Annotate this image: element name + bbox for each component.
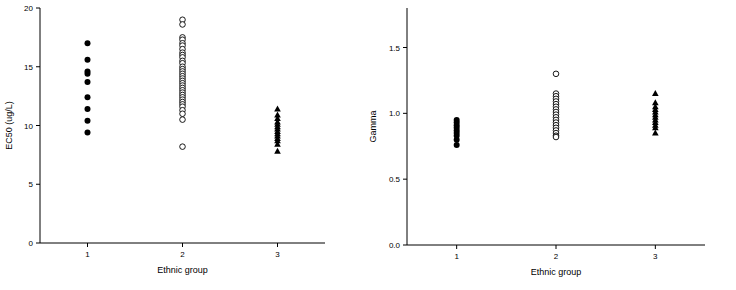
x-tick-label: 2 xyxy=(180,250,185,259)
point xyxy=(180,111,186,117)
x-tick-label: 3 xyxy=(653,252,658,261)
y-tick xyxy=(403,179,407,180)
x-axis-label: Ethnic group xyxy=(531,267,582,277)
point xyxy=(454,142,460,148)
y-tick xyxy=(36,8,40,9)
figure: 0 5 10 15 20 1 2 3 Ethnic group EC50 (ug/L) 0.0 0.5… xyxy=(0,0,736,290)
x-tick-label: 1 xyxy=(454,252,459,261)
x-tick xyxy=(556,245,557,249)
point xyxy=(274,148,281,154)
chart: 0.0 0.5 1.0 1.5 1 2 3 Ethnic group Gamma xyxy=(368,8,705,277)
point xyxy=(652,130,659,136)
point xyxy=(180,117,186,123)
point xyxy=(454,137,460,143)
plot-area xyxy=(85,17,281,154)
point xyxy=(274,141,281,147)
point xyxy=(180,22,186,28)
x-tick-label: 2 xyxy=(554,252,559,261)
x-axis-label: Ethnic group xyxy=(157,265,208,275)
y-tick-label: 1.5 xyxy=(389,44,401,53)
y-tick-label: 20 xyxy=(24,4,33,13)
point xyxy=(652,90,659,96)
y-tick-label: 10 xyxy=(24,122,33,131)
y-axis-label: EC50 (ug/L) xyxy=(4,101,14,150)
x-tick xyxy=(655,245,656,249)
point xyxy=(652,124,659,130)
y-tick-label: 5 xyxy=(29,180,34,189)
y-tick xyxy=(403,47,407,48)
y-tick-label: 15 xyxy=(24,63,33,72)
y-axis-label: Gamma xyxy=(368,110,378,142)
x-tick-label: 3 xyxy=(275,250,280,259)
y-tick-label: 0 xyxy=(29,239,34,248)
y-tick-label: 0.5 xyxy=(389,175,401,184)
y-tick-label: 1.0 xyxy=(389,109,401,118)
point xyxy=(85,130,91,136)
y-tick xyxy=(36,184,40,185)
point xyxy=(274,106,281,112)
x-tick xyxy=(277,243,278,247)
plot-area xyxy=(454,71,659,148)
point xyxy=(85,79,91,85)
point xyxy=(85,57,91,63)
point xyxy=(85,71,91,77)
point xyxy=(553,71,559,77)
y-tick xyxy=(36,125,40,126)
y-tick xyxy=(36,243,40,244)
y-tick-label: 0.0 xyxy=(389,241,401,250)
x-tick xyxy=(182,243,183,247)
point xyxy=(85,106,91,112)
y-axis xyxy=(407,8,408,245)
chart: 0 5 10 15 20 1 2 3 Ethnic group EC50 (ug/L) xyxy=(4,4,325,275)
point xyxy=(85,94,91,100)
x-tick xyxy=(456,245,457,249)
y-tick xyxy=(403,113,407,114)
point xyxy=(553,134,559,140)
x-tick-label: 1 xyxy=(85,250,90,259)
point xyxy=(180,144,186,150)
point xyxy=(85,118,91,124)
y-tick xyxy=(403,245,407,246)
x-tick xyxy=(87,243,88,247)
y-tick xyxy=(36,66,40,67)
point xyxy=(85,40,91,46)
